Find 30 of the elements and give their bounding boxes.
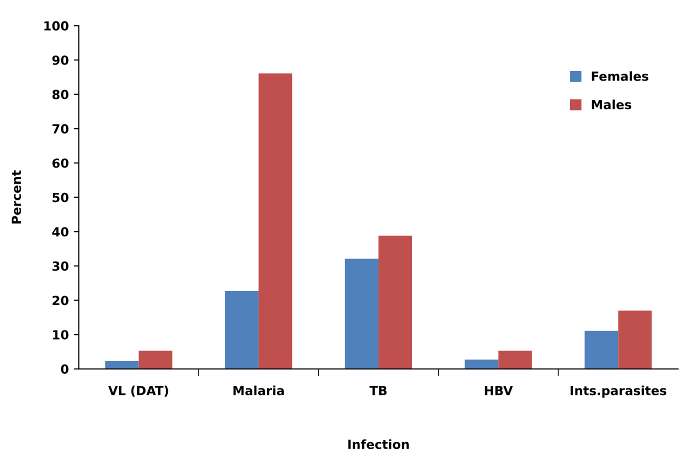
y-tick-label: 10 — [53, 330, 68, 340]
legend-label: Males — [592, 100, 632, 110]
y-tick-label: 70 — [52, 124, 68, 134]
y-tick-label: 30 — [52, 261, 68, 271]
x-tick-label: Ints.parasites — [570, 386, 666, 398]
x-axis-title: Infection — [348, 439, 409, 450]
bar — [258, 73, 292, 369]
y-tick-label: 0 — [60, 364, 68, 374]
bar — [498, 350, 532, 369]
bar — [225, 291, 259, 369]
bar — [584, 330, 618, 369]
legend-label: Females — [592, 71, 648, 81]
y-axis-title: Percent — [12, 170, 22, 224]
y-tick-label: 40 — [52, 227, 68, 237]
x-tick-label: HBV — [484, 386, 513, 396]
y-tick-label: 20 — [52, 296, 68, 306]
y-tick-label: 90 — [52, 55, 68, 65]
bar — [138, 350, 172, 369]
y-tick-label: 80 — [52, 90, 68, 100]
bar — [378, 236, 412, 369]
bar — [618, 310, 652, 369]
bar — [344, 258, 378, 369]
y-tick-label: 50 — [52, 192, 68, 202]
y-tick-label: 100 — [44, 21, 68, 31]
bar — [464, 360, 498, 369]
bar — [105, 361, 139, 369]
x-tick-label: TB — [369, 386, 387, 396]
y-tick-label: 60 — [52, 158, 68, 168]
x-tick-label: Malaria — [233, 386, 284, 396]
x-tick-label: VL (DAT) — [108, 386, 168, 397]
